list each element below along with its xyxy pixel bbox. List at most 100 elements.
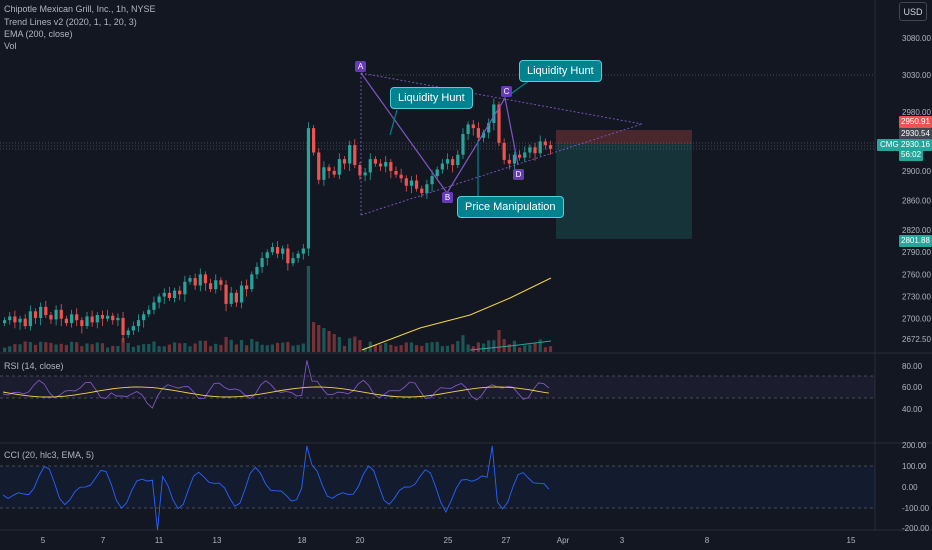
rsi-panel-title: RSI (14, close) [4, 361, 64, 371]
candle-body [528, 147, 532, 153]
volume-bar [296, 344, 300, 352]
time-tick-label: 8 [705, 536, 710, 545]
volume-bar [353, 336, 357, 352]
candle-body [404, 178, 408, 186]
candle-body [224, 284, 228, 304]
volume-bar [415, 345, 419, 352]
volume-bar [275, 342, 280, 352]
candle-body [8, 316, 12, 321]
price-tick-label: 2730.00 [902, 293, 931, 302]
volume-bar [229, 339, 233, 352]
indicator-ema[interactable]: EMA (200, close) [4, 29, 73, 39]
candle-body [337, 159, 341, 175]
time-tick-label: 13 [213, 536, 222, 545]
candle-body [239, 285, 244, 303]
volume-bar [512, 340, 517, 352]
volume-bar [502, 338, 506, 352]
volume-bar [23, 341, 27, 352]
triangle-upper-line [360, 72, 643, 125]
candle-body [39, 306, 43, 318]
candle-body [430, 176, 434, 185]
volume-bar [178, 343, 182, 352]
candle-body [373, 159, 377, 164]
volume-bar [507, 344, 511, 352]
volume-bar [445, 345, 450, 352]
volume-bar [18, 344, 22, 352]
candle-body [523, 152, 527, 158]
volume-bar [384, 342, 388, 352]
candle-body [100, 314, 105, 319]
candle-body [234, 292, 238, 303]
cci-band [0, 466, 875, 508]
volume-bar [312, 322, 316, 352]
volume-bar [95, 342, 99, 352]
time-tick-label: 15 [847, 536, 856, 545]
candle-body [368, 159, 372, 173]
volume-bar [250, 339, 254, 352]
volume-bar [281, 342, 285, 352]
cci-tick-label: 200.00 [902, 441, 927, 450]
time-tick-label: 7 [101, 536, 106, 545]
candle-body [178, 290, 182, 295]
volume-bar [142, 344, 146, 352]
volume-bar [456, 341, 460, 352]
time-tick-label: 5 [41, 536, 46, 545]
candle-body [342, 159, 347, 164]
volume-bar [481, 343, 486, 352]
volume-bar [528, 344, 532, 352]
time-tick-label: 25 [444, 536, 453, 545]
volume-bar [214, 343, 218, 352]
candle-body [116, 317, 120, 321]
volume-bar [378, 344, 383, 352]
volume-bar [543, 347, 547, 352]
stop-zone [556, 130, 692, 144]
candle-body [3, 320, 7, 324]
stop-price-tag: 2950.91 [899, 116, 932, 128]
candle-body [152, 302, 156, 310]
candle-body [291, 258, 295, 264]
candle-body [172, 290, 177, 299]
volume-bar [172, 342, 177, 352]
candle-body [415, 180, 419, 189]
volume-bar [64, 344, 68, 352]
currency-button[interactable]: USD [899, 2, 927, 21]
candle-body [435, 169, 439, 177]
volume-bar [342, 345, 347, 352]
volume-bar [255, 341, 259, 352]
price-tick-label: 2672.50 [902, 335, 931, 344]
volume-bar [451, 344, 455, 352]
candle-body [80, 320, 84, 327]
price-tick-label: 2760.00 [902, 270, 931, 279]
candle-body [518, 154, 522, 158]
volume-bar [492, 340, 496, 352]
volume-bar [425, 342, 429, 352]
volume-bar [167, 344, 171, 352]
price-tick-label: 2700.00 [902, 315, 931, 324]
volume-bar [193, 343, 197, 352]
indicator-trend-lines[interactable]: Trend Lines v2 (2020, 1, 1, 20, 3) [4, 17, 137, 27]
volume-bar [471, 346, 475, 352]
volume-bar [301, 343, 305, 352]
rsi-tick-label: 80.00 [902, 362, 923, 371]
candle-body [451, 159, 455, 166]
callout-liquidity-hunt-2[interactable]: Liquidity Hunt [519, 60, 602, 82]
current-price-tag: 2930.16 [899, 139, 932, 151]
price-tick-label: 3030.00 [902, 71, 931, 80]
callout-liquidity-hunt-1[interactable]: Liquidity Hunt [390, 87, 473, 109]
price-tick-label: 2980.00 [902, 108, 931, 117]
volume-bar [69, 341, 74, 352]
indicator-vol[interactable]: Vol [4, 41, 17, 51]
candle-body [255, 266, 259, 275]
candle-body [476, 128, 480, 138]
volume-bar [322, 328, 326, 352]
volume-bar [131, 346, 135, 352]
volume-bar [8, 346, 12, 352]
candle-body [121, 317, 125, 335]
candle-body [492, 104, 496, 123]
candle-body [209, 283, 213, 290]
callout-price-manipulation[interactable]: Price Manipulation [457, 196, 564, 218]
volume-bar [126, 342, 130, 352]
candle-body [353, 145, 357, 166]
candle-body [306, 128, 311, 249]
